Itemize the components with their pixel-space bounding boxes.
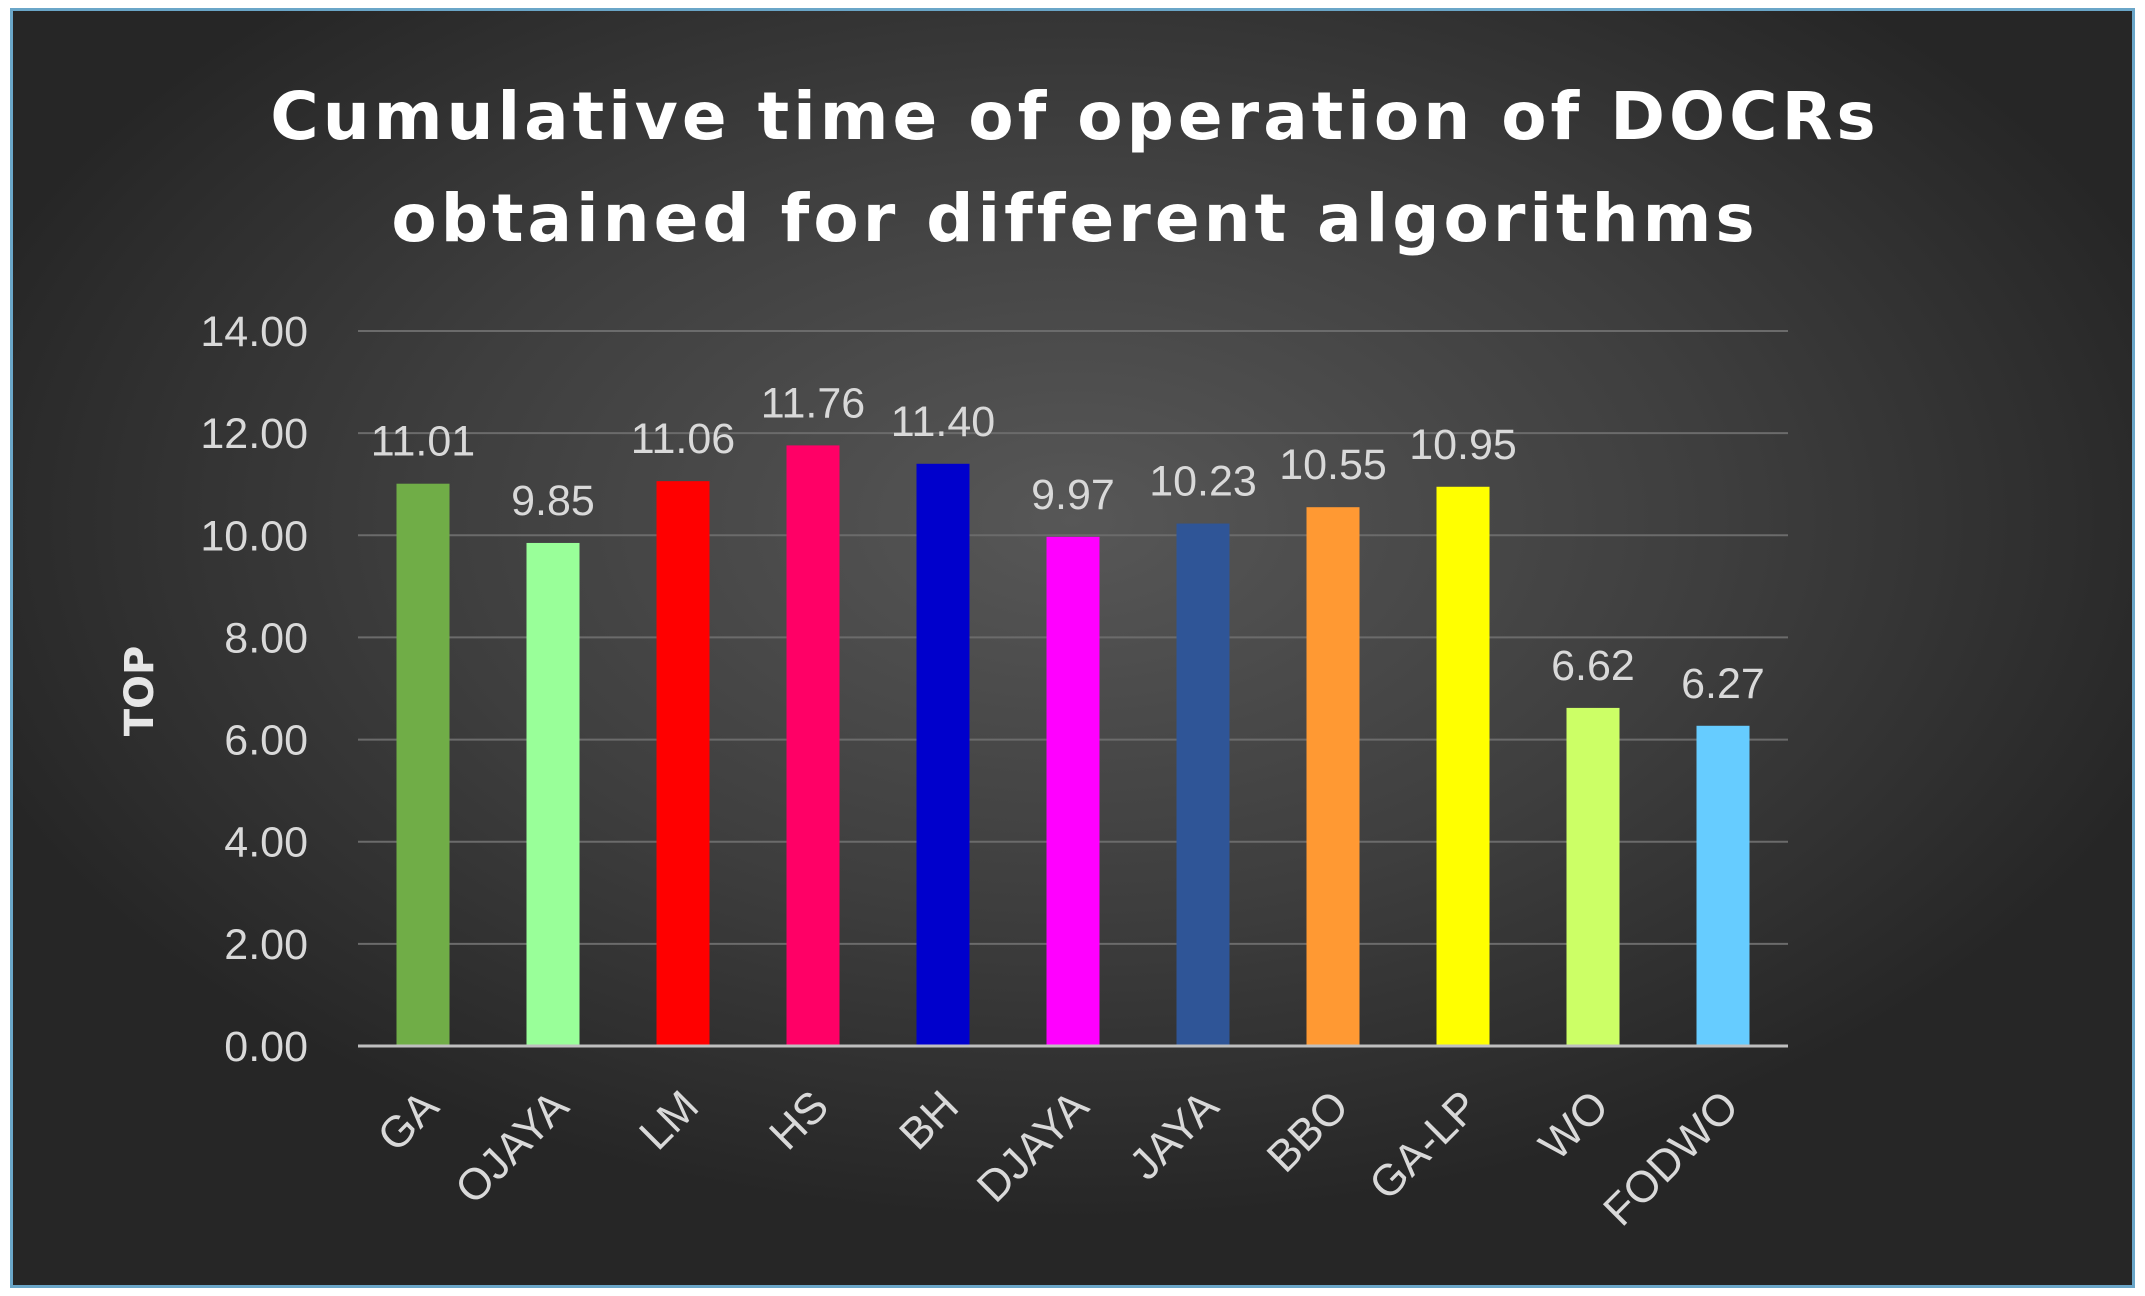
y-tick-label: 10.00 bbox=[200, 512, 308, 560]
chart-area: Cumulative time of operation of DOCRs ob… bbox=[10, 8, 2135, 1288]
y-tick-label: 4.00 bbox=[224, 819, 308, 867]
y-tick-label: 14.00 bbox=[200, 308, 308, 356]
data-label: 9.97 bbox=[1031, 471, 1115, 519]
data-label: 9.85 bbox=[511, 477, 595, 525]
bar-lm bbox=[656, 481, 710, 1046]
data-label: 10.23 bbox=[1149, 458, 1257, 506]
chart-title-line-2: obtained for different algorithms bbox=[391, 180, 1758, 257]
bar-bbo bbox=[1306, 507, 1360, 1047]
bar-hs bbox=[786, 445, 840, 1046]
y-tick-label: 12.00 bbox=[200, 410, 308, 458]
data-label: 10.55 bbox=[1279, 441, 1387, 489]
bar-ojaya bbox=[526, 542, 580, 1046]
data-label: 11.76 bbox=[761, 379, 865, 427]
x-category-label: GA bbox=[368, 1081, 448, 1161]
bar-bh bbox=[916, 463, 970, 1046]
bar-chart: Cumulative time of operation of DOCRs ob… bbox=[117, 78, 1879, 1235]
data-label: 11.40 bbox=[891, 398, 995, 446]
y-tick-label: 0.00 bbox=[224, 1023, 308, 1071]
x-category-label: OJAYA bbox=[446, 1081, 579, 1214]
data-label: 10.95 bbox=[1409, 421, 1517, 469]
chart-title-line-1: Cumulative time of operation of DOCRs bbox=[270, 78, 1879, 155]
y-axis-ticks: 0.00 2.00 4.00 6.00 8.00 10.00 12.00 14.00 bbox=[200, 308, 308, 1071]
y-tick-label: 6.00 bbox=[224, 717, 308, 765]
x-category-label: LM bbox=[630, 1081, 708, 1159]
y-axis-title: TOP bbox=[117, 646, 163, 737]
bar-wo bbox=[1566, 707, 1620, 1046]
x-category-label: HS bbox=[760, 1081, 838, 1159]
bar-jaya bbox=[1176, 523, 1230, 1046]
bars bbox=[396, 445, 1750, 1047]
x-category-label: DJAYA bbox=[968, 1081, 1099, 1212]
bar-fodwo bbox=[1696, 725, 1750, 1046]
bar-ga bbox=[396, 483, 450, 1046]
x-category-label: FODWO bbox=[1594, 1081, 1748, 1235]
x-category-label: BBO bbox=[1258, 1081, 1358, 1181]
data-label: 6.62 bbox=[1551, 642, 1635, 690]
y-tick-label: 8.00 bbox=[224, 614, 308, 662]
data-label: 6.27 bbox=[1681, 660, 1765, 708]
data-label: 11.01 bbox=[371, 418, 475, 466]
data-label: 11.06 bbox=[631, 415, 735, 463]
bar-djaya bbox=[1046, 536, 1100, 1046]
x-category-label: WO bbox=[1530, 1081, 1618, 1169]
x-category-label: JAYA bbox=[1120, 1081, 1228, 1189]
y-tick-label: 2.00 bbox=[224, 921, 308, 969]
bar-ga-lp bbox=[1436, 486, 1490, 1047]
x-category-label: BH bbox=[890, 1081, 968, 1159]
x-category-label: GA-LP bbox=[1360, 1081, 1488, 1209]
data-labels: 11.01 9.85 11.06 11.76 11.40 9.97 10.23 10.55 10… bbox=[371, 379, 1765, 707]
